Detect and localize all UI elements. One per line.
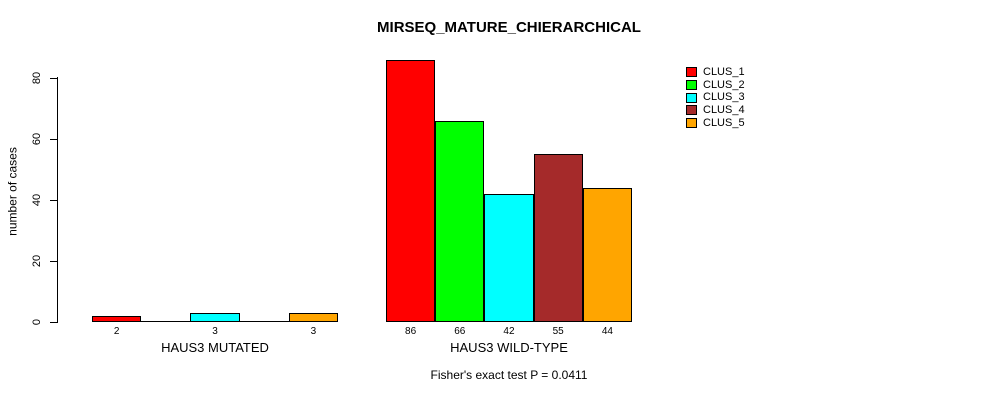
zero-bar-clus_2-group1 [141, 321, 191, 322]
bar-value-label: 55 [552, 326, 564, 337]
legend-item-clus_2: CLUS_2 [686, 79, 745, 92]
legend-label: CLUS_4 [703, 103, 745, 116]
zero-bar-clus_4-group1 [239, 321, 289, 322]
bar-clus_3-group1 [190, 312, 240, 322]
bar-clus_2-group2 [435, 120, 485, 322]
y-axis-title: number of cases [5, 147, 20, 236]
y-tick-mark [50, 260, 57, 262]
legend-swatch [686, 67, 697, 78]
y-axis-line [57, 77, 58, 323]
y-tick-label: 80 [31, 71, 43, 85]
legend-label: CLUS_3 [703, 91, 745, 104]
annotation-text: Fisher's exact test P = 0.0411 [430, 368, 588, 382]
bar-clus_5-group1 [288, 312, 338, 322]
y-tick-mark [50, 138, 57, 140]
chart-title: MIRSEQ_MATURE_CHIERARCHICAL [377, 19, 641, 36]
legend-swatch [686, 80, 697, 91]
legend-item-clus_5: CLUS_5 [686, 117, 745, 130]
legend-swatch [686, 92, 697, 103]
legend-label: CLUS_5 [703, 116, 745, 129]
bar-clus_1-group2 [386, 59, 436, 322]
legend-label: CLUS_1 [703, 65, 745, 78]
legend-swatch [686, 105, 697, 116]
bar-clus_1-group1 [92, 315, 142, 322]
group-label: HAUS3 MUTATED [161, 340, 269, 355]
y-tick-label: 40 [31, 193, 43, 207]
legend: CLUS_1 CLUS_2 CLUS_3 CLUS_4 CLUS_5 [686, 66, 745, 129]
legend-swatch [686, 118, 697, 129]
y-tick-mark [50, 77, 57, 79]
bar-value-label: 66 [454, 326, 466, 337]
legend-item-clus_3: CLUS_3 [686, 91, 745, 104]
bar-value-label: 44 [601, 326, 613, 337]
bar-value-label: 86 [405, 326, 417, 337]
bar-value-label: 3 [310, 326, 317, 337]
y-tick-label: 20 [31, 254, 43, 268]
y-tick-label: 60 [31, 132, 43, 146]
bar-value-label: 2 [113, 326, 120, 337]
bar-clus_4-group2 [533, 154, 583, 322]
legend-label: CLUS_2 [703, 78, 745, 91]
bar-value-label: 42 [503, 326, 515, 337]
bar-clus_3-group2 [484, 193, 534, 322]
legend-item-clus_4: CLUS_4 [686, 104, 745, 117]
legend-item-clus_1: CLUS_1 [686, 66, 745, 79]
y-tick-label: 0 [31, 318, 43, 326]
bar-value-label: 3 [212, 326, 218, 337]
bar-clus_5-group2 [582, 187, 632, 322]
y-tick-mark [50, 321, 57, 323]
group-label: HAUS3 WILD-TYPE [450, 340, 568, 355]
y-tick-mark [50, 199, 57, 201]
